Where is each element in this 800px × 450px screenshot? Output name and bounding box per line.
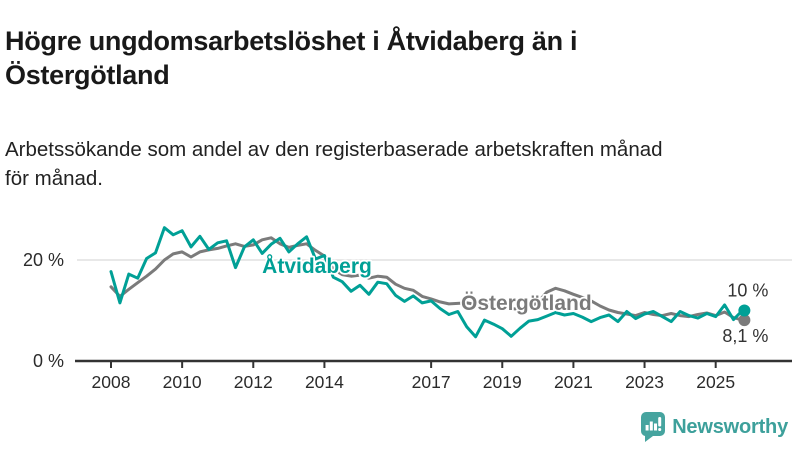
end-dot-åtvidaberg — [738, 304, 751, 317]
x-tick-label-2012: 2012 — [234, 372, 273, 392]
x-tick-label-2019: 2019 — [483, 372, 522, 392]
x-tick-label-2017: 2017 — [412, 372, 451, 392]
y-tick-label-20: 20 % — [23, 250, 64, 270]
line-östergötland — [109, 236, 744, 322]
title-line-1: Högre ungdomsarbetslöshet i Åtvidaberg ä… — [5, 26, 578, 57]
end-value-label-östergötland: 8,1 % — [722, 326, 768, 346]
line-åtvidaberg — [109, 226, 744, 339]
x-tick-label-2023: 2023 — [625, 372, 664, 392]
newsworthy-icon — [641, 412, 666, 442]
y-axis-labels: 0 % 20 % — [23, 250, 64, 371]
chart-subtitle: Arbetssökande som andel av den registerb… — [5, 135, 785, 193]
title-line-2: Östergötland — [5, 60, 170, 91]
x-axis — [75, 359, 792, 368]
series-label-östergötland: Östergötland — [461, 292, 592, 315]
newsworthy-wordmark: Newsworthy — [672, 415, 788, 438]
subtitle-line-1: Arbetssökande som andel av den registerb… — [5, 137, 663, 161]
x-tick-label-2025: 2025 — [696, 372, 735, 392]
end-dot-östergötland — [738, 314, 751, 327]
page-title: Högre ungdomsarbetslöshet i Åtvidaberg ä… — [5, 24, 725, 92]
series-label-åtvidaberg: Åtvidaberg — [262, 254, 372, 278]
subtitle-line-2: för månad. — [5, 166, 103, 190]
x-tick-label-2008: 2008 — [92, 372, 131, 392]
x-tick-label-2014: 2014 — [305, 372, 344, 392]
x-tick-label-2021: 2021 — [554, 372, 593, 392]
y-tick-label-0: 0 % — [33, 351, 64, 371]
newsworthy-logo: Newsworthy — [641, 412, 788, 442]
series-end-dots — [738, 304, 751, 327]
data-series — [109, 226, 744, 339]
x-tick-label-2010: 2010 — [163, 372, 202, 392]
end-value-label-åtvidaberg: 10 % — [727, 281, 768, 301]
end-value-labels: 8,1 % 10 % — [722, 281, 768, 347]
x-axis-labels: 2008 2010 2012 2014 2017 2019 2021 2023 2025 — [92, 372, 736, 392]
series-labels: Östergötland Åtvidaberg — [260, 252, 593, 316]
